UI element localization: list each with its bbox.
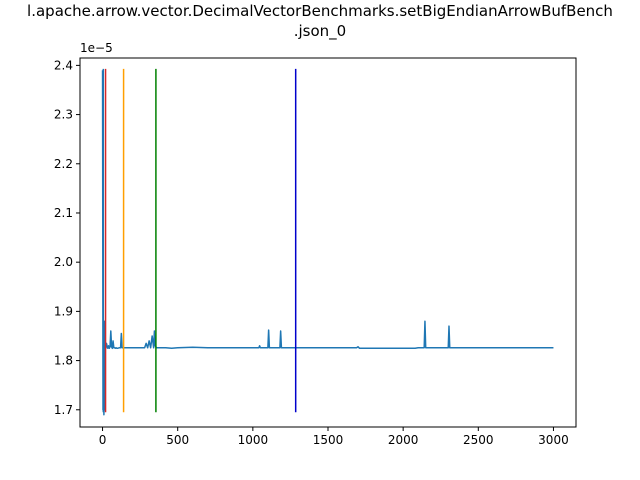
y-tick-label: 2.3 [54,108,73,122]
y-tick-label: 1.8 [54,354,73,368]
y-tick-label: 1.7 [54,403,73,417]
chart-title-line-1: l.apache.arrow.vector.DecimalVectorBench… [27,2,613,20]
series-line-0 [101,70,554,416]
x-tick-label: 2000 [388,433,419,447]
y-axis-offset-label: 1e−5 [80,41,113,55]
y-tick-label: 1.9 [54,304,73,318]
x-tick-label: 1000 [238,433,269,447]
axes: 0 500 1000 1500 2000 2500 3000 1.7 1.8 1.9 2.0 2.1 2… [54,57,577,447]
x-tick-label: 500 [166,433,189,447]
chart-title-line-2: .json_0 [294,22,346,41]
y-tick-label: 2.0 [54,255,73,269]
axes-frame [79,57,577,428]
plot-area [101,68,554,416]
y-tick-label: 2.4 [54,58,73,72]
x-tick-label: 2500 [463,433,494,447]
y-tick-label: 2.1 [54,206,73,220]
x-tick-label: 0 [99,433,107,447]
y-tick-label: 2.2 [54,157,73,171]
x-tick-label: 1500 [313,433,344,447]
x-tick-label: 3000 [538,433,569,447]
